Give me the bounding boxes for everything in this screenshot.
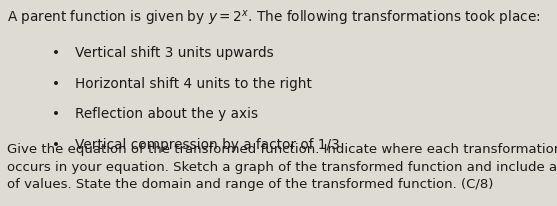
Text: Vertical shift 3 units upwards: Vertical shift 3 units upwards [75, 46, 274, 60]
Text: Vertical compression by a factor of 1/3: Vertical compression by a factor of 1/3 [75, 138, 340, 152]
Text: Give the equation of the transformed function. Indicate where each transformatio: Give the equation of the transformed fun… [7, 143, 557, 191]
Text: A parent function is given by $y = 2^x$. The following transformations took plac: A parent function is given by $y = 2^x$.… [7, 9, 540, 28]
Text: •: • [52, 138, 60, 152]
Text: •: • [52, 107, 60, 121]
Text: •: • [52, 46, 60, 60]
Text: •: • [52, 77, 60, 91]
Text: Horizontal shift 4 units to the right: Horizontal shift 4 units to the right [75, 77, 312, 91]
Text: Reflection about the y axis: Reflection about the y axis [75, 107, 258, 121]
